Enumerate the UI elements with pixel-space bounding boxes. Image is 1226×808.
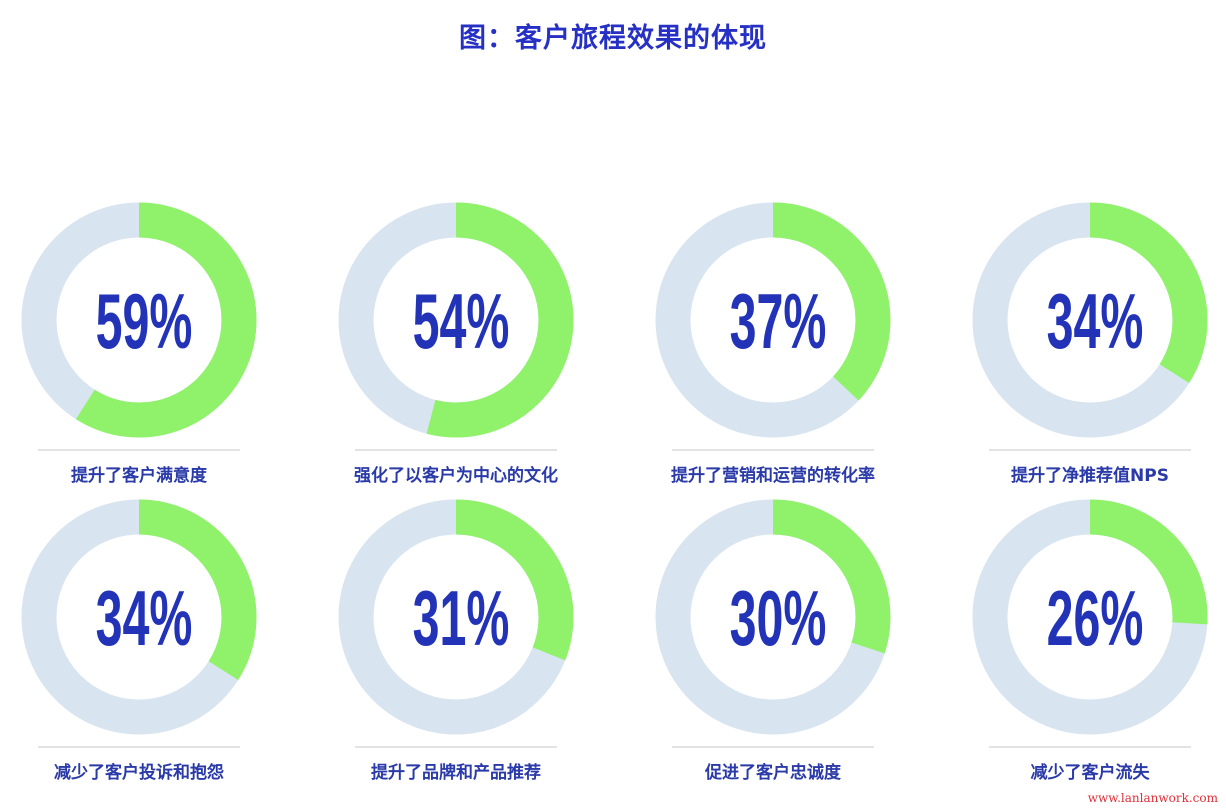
donut-slice	[338, 202, 574, 438]
donut-slice	[21, 499, 257, 735]
value-label: 54%	[413, 277, 510, 365]
value-label: 34%	[1047, 277, 1144, 365]
category-label: 减少了客户投诉和抱怨	[54, 762, 224, 783]
value-label: 59%	[96, 277, 193, 365]
category-label: 提升了客户满意度	[71, 465, 208, 486]
donut-slice	[338, 499, 574, 735]
category-label: 提升了营销和运营的转化率	[671, 465, 875, 486]
value-label: 26%	[1047, 574, 1144, 662]
value-label: 37%	[730, 277, 827, 365]
category-label: 提升了净推荐值NPS	[1011, 465, 1169, 486]
donut-slice	[655, 202, 891, 438]
value-label: 34%	[96, 574, 193, 662]
donut-slice	[972, 202, 1208, 438]
category-label: 提升了品牌和产品推荐	[371, 762, 541, 783]
value-label: 30%	[730, 574, 827, 662]
value-label: 31%	[413, 574, 510, 662]
chart-title: 图：客户旅程效果的体现	[459, 23, 767, 54]
category-label: 促进了客户忠诚度	[704, 762, 842, 783]
category-label: 强化了以客户为中心的文化	[354, 465, 558, 486]
donut-slice	[655, 499, 891, 735]
category-label: 减少了客户流失	[1031, 762, 1151, 783]
watermark: www.lanlanwork.com	[1087, 791, 1218, 805]
donut-slice	[972, 499, 1208, 735]
donut-slice	[21, 202, 257, 438]
